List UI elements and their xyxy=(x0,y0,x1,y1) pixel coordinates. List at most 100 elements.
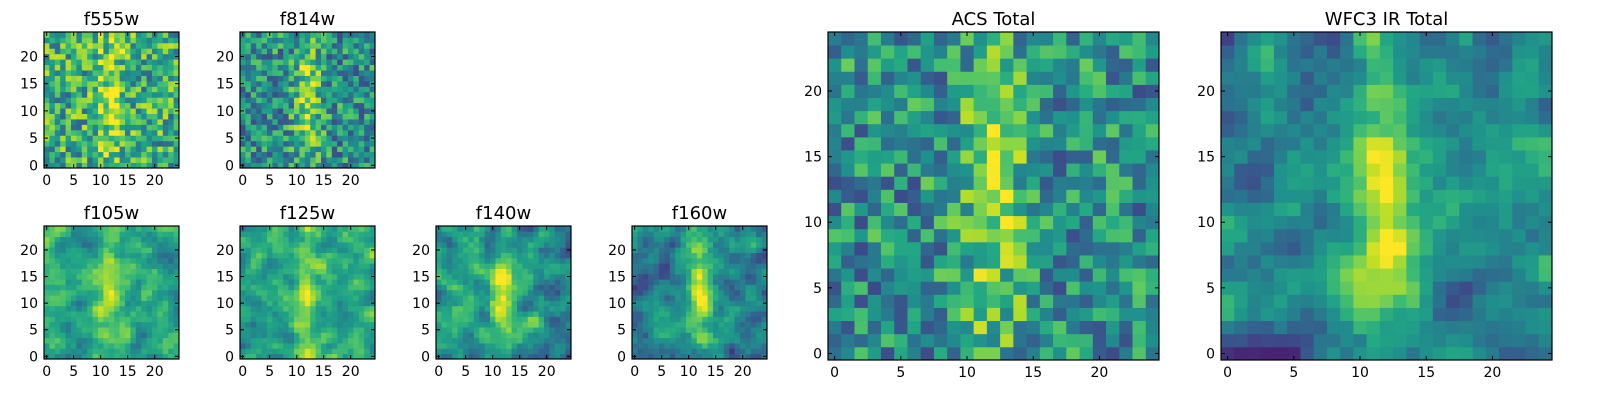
heatmap-cell xyxy=(261,86,268,93)
heatmap-cell xyxy=(1053,320,1067,335)
heatmap-cell xyxy=(761,316,768,323)
heatmap-cell xyxy=(152,70,158,76)
heatmap-cell xyxy=(141,64,147,71)
heatmap-cell xyxy=(854,202,869,217)
heatmap-cell xyxy=(49,32,56,38)
heatmap-cell xyxy=(1092,71,1107,85)
heatmap-cell xyxy=(277,135,284,142)
heatmap-cell xyxy=(49,91,56,98)
heatmap-cell xyxy=(1079,255,1094,269)
heatmap-cell xyxy=(500,348,507,355)
heatmap-cell xyxy=(168,42,174,49)
heatmap-cell xyxy=(538,289,545,296)
heatmap-cell xyxy=(135,129,142,136)
heatmap-cell xyxy=(691,353,698,360)
heatmap-cell xyxy=(98,64,104,71)
heatmap-cell xyxy=(707,353,714,360)
heatmap-cell xyxy=(240,42,246,49)
heatmap-cell xyxy=(294,348,300,355)
heatmap-cell xyxy=(713,284,719,291)
heatmap-cell xyxy=(718,252,725,259)
heatmap-cell xyxy=(880,71,895,85)
heatmap-cell xyxy=(135,279,142,285)
heatmap-cell xyxy=(261,226,268,232)
heatmap-cell xyxy=(331,32,338,38)
heatmap-cell xyxy=(168,124,174,131)
heatmap-cell xyxy=(637,353,644,360)
heatmap-cell xyxy=(973,176,988,190)
heatmap-cell xyxy=(1039,176,1054,190)
heatmap-cell xyxy=(680,295,687,301)
heatmap-cell xyxy=(245,37,252,44)
heatmap-cell xyxy=(261,353,268,360)
heatmap-cell xyxy=(277,273,284,280)
heatmap-cell xyxy=(479,263,485,269)
heatmap-cell xyxy=(240,119,246,125)
heatmap-cell xyxy=(1459,189,1473,203)
heatmap-cell xyxy=(1013,255,1027,269)
heatmap-cell xyxy=(691,236,698,243)
heatmap-cell xyxy=(446,337,453,344)
heatmap-cell xyxy=(119,151,126,158)
heatmap-cell xyxy=(87,108,93,114)
heatmap-cell xyxy=(283,70,289,76)
heatmap-cell xyxy=(457,343,464,349)
heatmap-cell xyxy=(321,53,327,60)
heatmap-cell xyxy=(130,257,137,264)
heatmap-cell xyxy=(659,295,665,301)
heatmap-cell xyxy=(87,226,93,232)
heatmap-cell xyxy=(168,157,174,163)
heatmap-cell xyxy=(108,316,115,323)
heatmap-cell xyxy=(299,64,306,71)
heatmap-cell xyxy=(1406,281,1420,295)
heatmap-cell xyxy=(1053,333,1067,348)
heatmap-cell xyxy=(358,284,365,291)
heatmap-cell xyxy=(162,102,169,109)
heatmap-cell xyxy=(277,48,284,55)
heatmap-cell xyxy=(130,263,137,269)
heatmap-cell xyxy=(696,300,703,307)
heatmap-cell xyxy=(841,307,855,322)
heatmap-cell xyxy=(1053,241,1067,256)
heatmap-cell xyxy=(261,97,268,104)
heatmap-cell xyxy=(880,241,895,256)
heatmap-cell xyxy=(283,42,289,49)
heatmap-cell xyxy=(1273,150,1288,164)
heatmap-cell xyxy=(517,300,523,307)
heatmap-cell xyxy=(358,231,365,238)
heatmap-cell xyxy=(723,241,730,248)
heatmap-cell xyxy=(1419,189,1434,203)
heatmap-cell xyxy=(267,332,273,339)
heatmap-cell xyxy=(745,316,752,323)
heatmap-cell xyxy=(87,80,93,87)
heatmap-cell xyxy=(342,332,349,339)
heatmap-cell xyxy=(358,327,365,333)
heatmap-cell xyxy=(637,321,644,328)
heatmap-cell xyxy=(920,123,935,138)
heatmap-cell xyxy=(648,300,654,307)
heatmap-cell xyxy=(841,241,855,256)
heatmap-cell xyxy=(277,247,284,253)
heatmap-cell xyxy=(135,305,142,312)
heatmap-cell xyxy=(457,300,464,307)
heatmap-cell xyxy=(54,241,61,248)
heatmap-cell xyxy=(511,268,518,275)
heatmap-cell xyxy=(60,353,66,360)
heatmap-cell xyxy=(65,37,72,44)
heatmap-cell xyxy=(468,300,475,307)
heatmap-cell xyxy=(538,268,545,275)
heatmap-cell xyxy=(632,332,638,339)
heatmap-cell xyxy=(675,295,681,301)
heatmap-cell xyxy=(71,257,77,264)
heatmap-cell xyxy=(1432,307,1447,322)
heatmap-cell xyxy=(1419,241,1434,256)
heatmap-cell xyxy=(76,263,83,269)
heatmap-cell xyxy=(1132,294,1147,308)
heatmap-cell xyxy=(157,257,164,264)
heatmap-cell xyxy=(272,343,279,349)
heatmap-cell xyxy=(907,294,922,308)
heatmap-cell xyxy=(168,321,174,328)
heatmap-cell xyxy=(696,263,703,269)
heatmap-cell xyxy=(299,37,306,44)
heatmap-cell xyxy=(1353,215,1368,230)
